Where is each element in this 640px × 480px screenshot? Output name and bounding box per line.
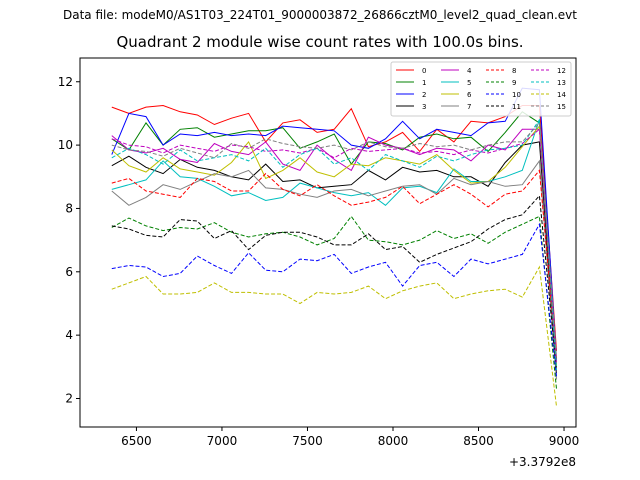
x-tick-label: 8500: [463, 434, 494, 448]
series-1-line: [111, 111, 557, 367]
x-tick-label: 6500: [121, 434, 152, 448]
legend-label-4: 4: [467, 67, 472, 75]
plot-frame: [79, 57, 577, 428]
legend-label-15: 15: [557, 103, 566, 111]
x-tick-label: 9000: [549, 434, 580, 448]
figure-suptitle: Data file: modeM0/AS1T03_224T01_90000038…: [63, 8, 577, 22]
y-tick-label: 6: [65, 265, 73, 279]
legend-label-6: 6: [467, 91, 472, 99]
legend-label-10: 10: [512, 91, 521, 99]
series-4-line: [111, 128, 557, 364]
series-15-line: [111, 121, 557, 358]
series-3-line: [111, 141, 557, 374]
x-offset-label: +3.3792e8: [509, 455, 576, 469]
x-tick-label: 7500: [292, 434, 323, 448]
series-2-line: [111, 87, 557, 361]
y-tick-label: 8: [65, 201, 73, 215]
series-11-line: [111, 194, 557, 371]
legend-label-12: 12: [557, 67, 566, 75]
series-8-line: [111, 169, 557, 361]
x-axis: 6500 7000 7500 8000 8500 9000: [121, 427, 579, 448]
series-14-line: [111, 265, 557, 407]
legend-label-11: 11: [512, 103, 521, 111]
legend-label-2: 2: [422, 91, 426, 99]
series-12-line: [111, 128, 557, 364]
series-7-line: [111, 159, 557, 380]
series-13-line: [111, 118, 557, 371]
series-9-line: [111, 215, 557, 390]
y-axis: 2 4 6 8 10 12: [58, 75, 80, 405]
legend-label-5: 5: [467, 79, 471, 87]
series-5-line: [111, 119, 557, 361]
legend-label-8: 8: [512, 67, 516, 75]
legend-frame: [390, 61, 572, 117]
series-6-line: [111, 124, 557, 367]
y-tick-label: 4: [65, 328, 73, 342]
legend-label-1: 1: [422, 79, 426, 87]
x-tick-label: 8000: [378, 434, 409, 448]
chart-title: Quadrant 2 module wise count rates with …: [116, 33, 524, 51]
legend-label-13: 13: [557, 79, 566, 87]
y-tick-label: 10: [58, 138, 73, 152]
legend-label-14: 14: [557, 91, 566, 99]
legend-label-9: 9: [512, 79, 516, 87]
y-tick-label: 12: [58, 75, 73, 89]
series-10-line: [111, 222, 557, 377]
series-0-line: [111, 104, 557, 352]
legend-label-7: 7: [467, 103, 471, 111]
x-tick-label: 7000: [207, 434, 238, 448]
legend-label-3: 3: [422, 103, 426, 111]
y-tick-label: 2: [65, 391, 73, 405]
series-layer: [111, 87, 557, 407]
legend-label-0: 0: [422, 67, 426, 75]
